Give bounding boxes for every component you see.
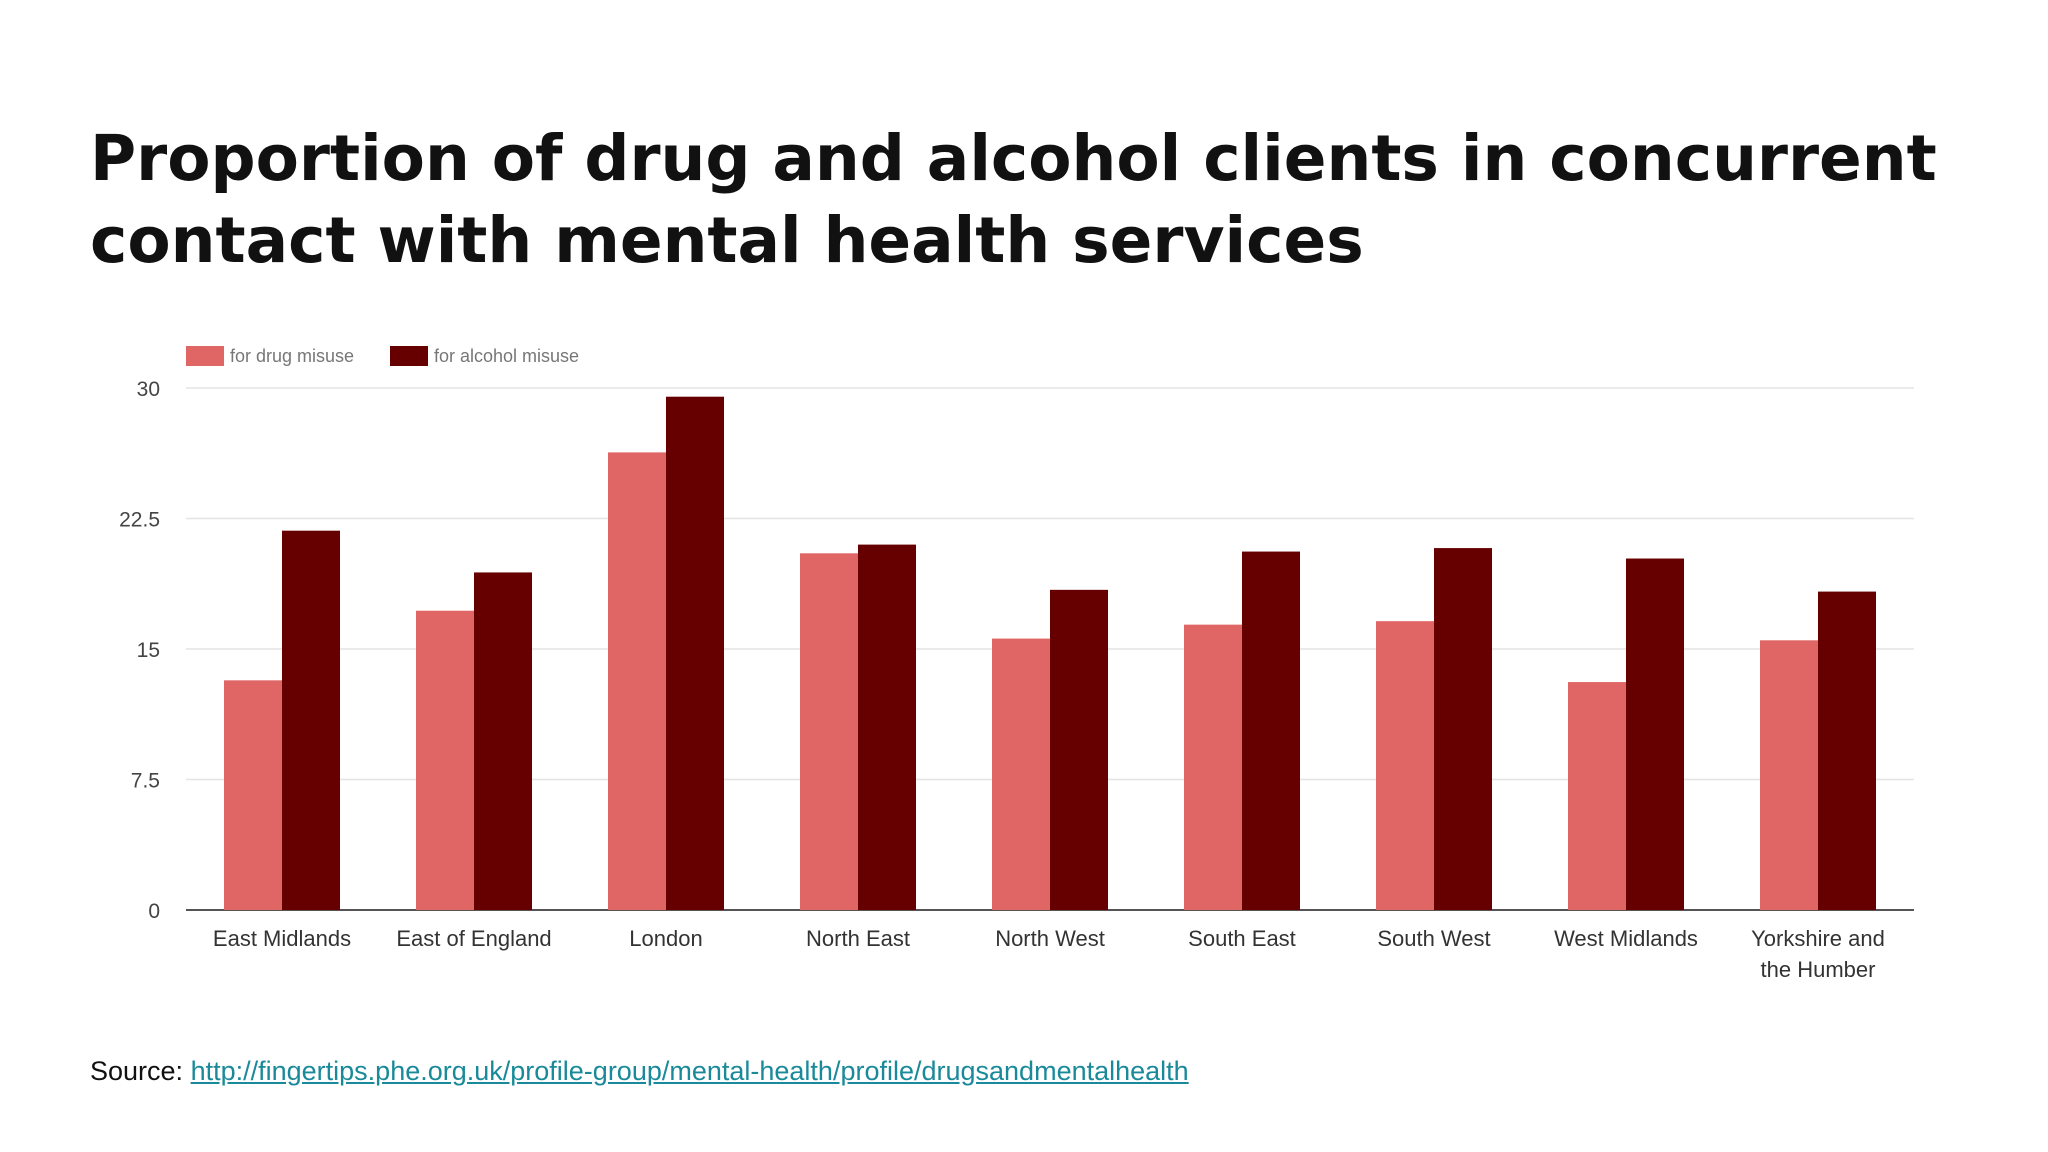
legend-label-alcohol-misuse: for alcohol misuse [434, 346, 579, 366]
x-tick-label: Yorkshire and [1751, 926, 1885, 951]
bar-alcohol-misuse [858, 544, 916, 910]
y-tick-label: 7.5 [131, 770, 160, 793]
bar-alcohol-misuse [1434, 548, 1492, 910]
x-tick-label: South West [1377, 926, 1490, 951]
x-tick-label: London [629, 926, 702, 951]
bar-alcohol-misuse [282, 530, 340, 910]
x-tick-label: East of England [396, 926, 551, 951]
title-line-2: contact with mental health services [90, 204, 1364, 277]
bar-drug-misuse [608, 452, 666, 910]
legend-swatch-alcohol-misuse [390, 346, 428, 366]
legend-swatch-drug-misuse [186, 346, 224, 366]
bar-drug-misuse [1376, 621, 1434, 910]
y-tick-label: 22.5 [119, 509, 160, 532]
source-link[interactable]: http://fingertips.phe.org.uk/profile-gro… [190, 1056, 1189, 1086]
x-tick-label: North East [806, 926, 910, 951]
legend-label-drug-misuse: for drug misuse [230, 346, 354, 366]
source-label: Source: [90, 1056, 184, 1086]
bar-alcohol-misuse [474, 572, 532, 910]
bar-drug-misuse [800, 553, 858, 910]
bar-drug-misuse [416, 610, 474, 910]
bar-drug-misuse [1568, 682, 1626, 910]
source-line: Source: http://fingertips.phe.org.uk/pro… [90, 1056, 1189, 1087]
bar-chart: 0 7.5 15 22.5 30 East Midlands East of England… [119, 346, 1914, 982]
bar-alcohol-misuse [1242, 551, 1300, 910]
x-tick-label: West Midlands [1554, 926, 1698, 951]
bar-alcohol-misuse [1626, 558, 1684, 910]
y-tick-label: 15 [137, 639, 160, 662]
x-tick-label: South East [1188, 926, 1296, 951]
bar-alcohol-misuse [1050, 589, 1108, 910]
y-tick-label: 30 [137, 378, 160, 401]
title-line-1: Proportion of drug and alcohol clients i… [90, 122, 1937, 195]
x-tick-label: North West [995, 926, 1105, 951]
bar-alcohol-misuse [666, 396, 724, 910]
bar-drug-misuse [1184, 624, 1242, 910]
x-tick-label: the Humber [1761, 957, 1876, 982]
bar-drug-misuse [224, 680, 282, 910]
y-tick-label: 0 [148, 900, 160, 923]
bar-drug-misuse [1760, 640, 1818, 910]
bar-alcohol-misuse [1818, 591, 1876, 910]
page-title: Proportion of drug and alcohol clients i… [90, 118, 1970, 282]
x-tick-label: East Midlands [213, 926, 351, 951]
bar-drug-misuse [992, 638, 1050, 910]
